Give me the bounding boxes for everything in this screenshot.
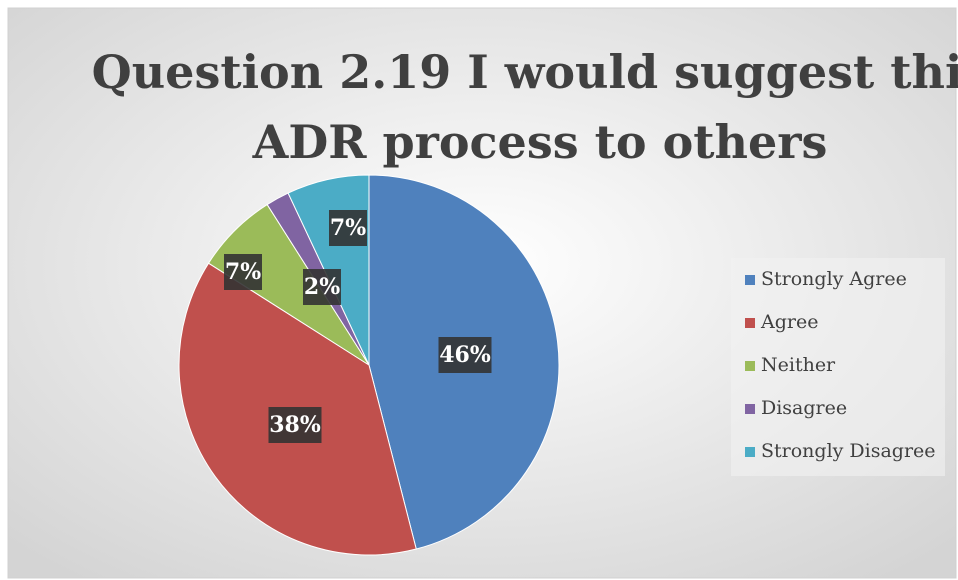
- legend-box: [731, 258, 945, 476]
- data-label-box: [224, 254, 262, 290]
- data-label-box: [268, 407, 322, 443]
- legend-swatch: [745, 318, 755, 328]
- data-label: 46%: [439, 342, 491, 368]
- chart-title: ADR process to others: [252, 115, 828, 169]
- data-label-box: [438, 337, 492, 373]
- data-label: 2%: [304, 274, 340, 300]
- data-label-box: [329, 210, 367, 246]
- legend-label: Strongly Disagree: [761, 440, 936, 462]
- data-label: 38%: [269, 412, 321, 438]
- legend-label: Neither: [761, 354, 836, 376]
- legend-label: Disagree: [761, 397, 847, 419]
- legend-label: Agree: [760, 311, 818, 333]
- chart-title: Question 2.19 I would suggest this: [92, 45, 958, 99]
- legend-swatch: [745, 404, 755, 414]
- data-label: 7%: [225, 259, 261, 285]
- legend-label: Strongly Agree: [761, 268, 907, 290]
- legend-swatch: [745, 361, 755, 371]
- data-label-box: [303, 269, 341, 305]
- legend-swatch: [745, 447, 755, 457]
- legend-swatch: [745, 275, 755, 285]
- data-label: 7%: [330, 215, 366, 241]
